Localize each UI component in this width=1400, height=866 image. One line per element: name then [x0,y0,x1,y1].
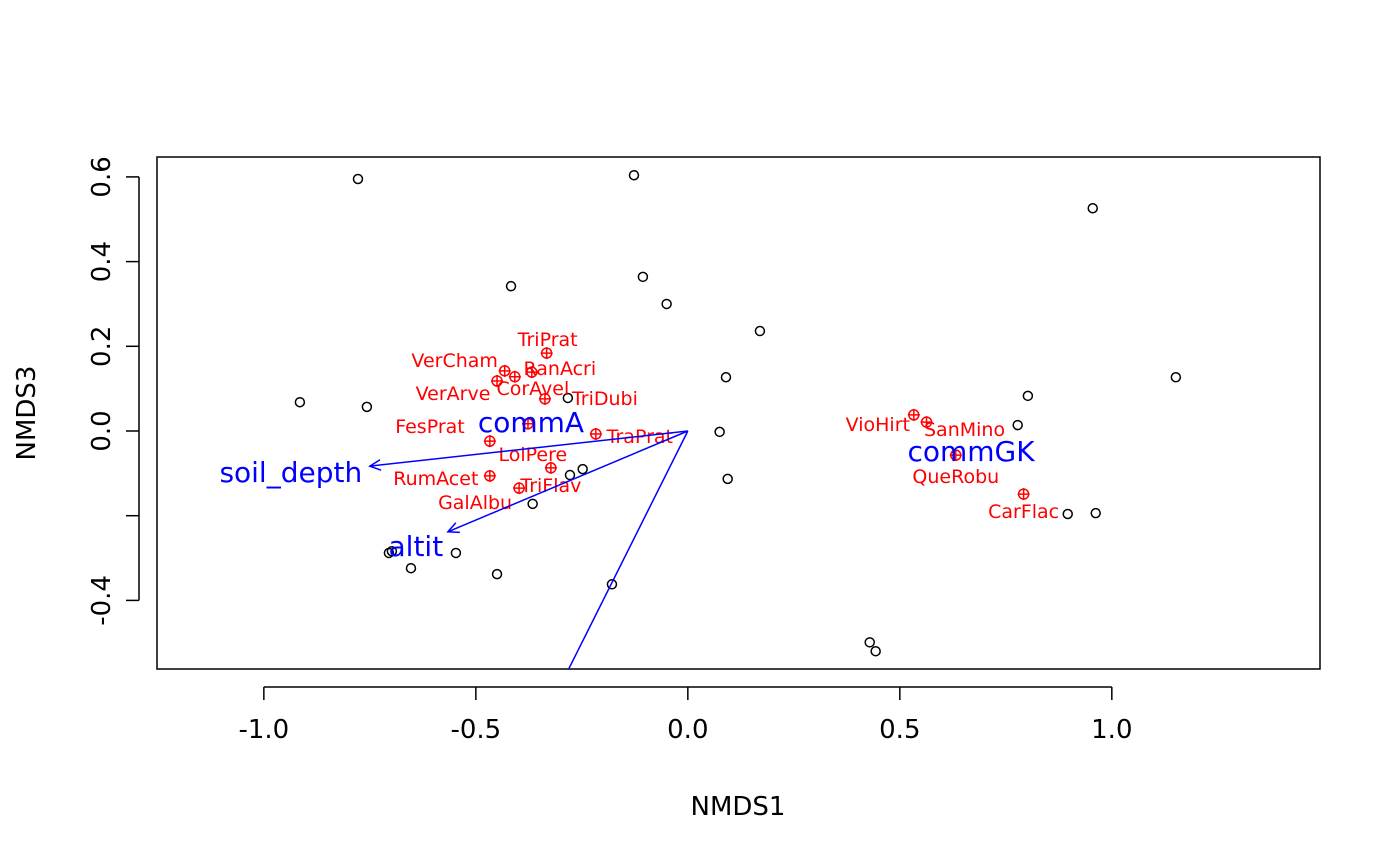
species-label-fesprat: FesPrat [395,416,465,438]
species-point-cross [483,435,496,448]
vector-arrow-soil_depth [369,430,688,467]
site-point [864,637,875,648]
site-point [386,546,398,557]
x-tick-label: -0.5 [450,715,501,745]
species-point-cross [589,427,602,440]
species-point-cross [521,417,534,430]
x-axis-label: NMDS1 [691,792,786,822]
species-point-cross [538,392,551,405]
species-point-cross [949,449,962,462]
site-point [1087,202,1098,214]
centroid-label-comma: commA [478,406,584,439]
vector-arrowhead [548,699,558,711]
y-tick-label: 0.0 [87,410,117,451]
site-point [870,645,881,657]
vector-arrowhead [446,522,460,534]
species-label-tridubi: TriDubi [571,388,638,410]
species-point-cross [508,370,521,383]
site-point [564,469,576,481]
site-point [722,473,733,485]
species-point-cross [1017,488,1030,501]
vector-arrow-altit [447,430,689,533]
species-point-cross [483,469,496,482]
site-point [405,562,417,574]
vector-arrow-unlabeled [567,430,689,669]
site-point [661,298,672,310]
species-point-cross [491,375,504,388]
species-label-coravel: CorAvel [496,378,569,400]
species-point-cross [544,461,557,474]
plot-frame [156,156,1321,670]
site-point [505,280,517,292]
site-point [720,371,732,383]
species-label-vercham: VerCham [411,350,497,372]
species-label-ranacri: RanAcri [523,358,596,380]
site-point [577,463,588,475]
vector-label-altit: altit [389,530,444,563]
y-tick-label: 0.2 [87,326,117,367]
species-point-cross [525,366,538,379]
species-label-triflav: TriFlav [519,475,581,497]
species-label-sanmino: SanMino [924,419,1005,441]
x-tick-label: 0.0 [667,715,708,745]
species-label-rumacet: RumAcet [393,468,478,490]
species-label-querobu: QueRobu [912,466,999,488]
vector-arrowhead [368,459,382,471]
site-point [606,579,618,590]
site-point [352,173,364,185]
species-label-galalbu: GalAlbu [438,492,512,514]
species-label-carflac: CarFlac [988,501,1059,523]
centroid-label-commgk: commGK [907,435,1035,468]
site-point [1012,419,1023,431]
species-label-triprat: TriPrat [517,329,578,351]
species-label-verarve: VerArve [416,383,491,405]
species-label-viohirt: VioHirt [846,414,910,436]
site-point [450,547,462,559]
site-point [361,401,373,413]
y-tick-label: 0.6 [87,156,117,197]
x-tick-label: -1.0 [238,715,289,745]
site-point [527,498,538,510]
species-point-cross [907,408,920,421]
site-point [294,396,306,408]
species-point-cross [920,416,933,429]
site-point [562,392,574,404]
y-tick-label: -0.4 [87,575,117,626]
species-point-cross [498,364,511,377]
species-point-cross [540,347,553,360]
site-point [1170,371,1182,383]
site-point [714,426,725,438]
site-point [754,325,766,337]
site-point [491,568,503,580]
site-point [1062,508,1073,520]
x-tick-label: 1.0 [1091,715,1132,745]
site-point [1090,507,1101,519]
x-tick-label: 0.5 [879,715,920,745]
site-point [628,169,640,181]
site-point [637,271,649,283]
vector-label-soil_depth: soil_depth [219,456,362,489]
y-tick-label: 0.4 [87,241,117,282]
site-point [1022,390,1034,402]
species-point-cross [513,482,526,495]
y-axis-label: NMDS3 [12,366,42,461]
